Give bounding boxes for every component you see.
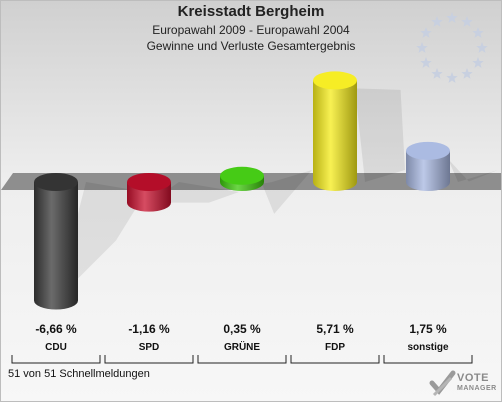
chart-subtitle: Europawahl 2009 - Europawahl 2004 xyxy=(152,23,350,37)
bar-sonstige xyxy=(406,150,450,191)
chart-subtitle-2: Gewinne und Verluste Gesamtergebnis xyxy=(146,39,356,53)
eu-star xyxy=(446,72,458,83)
value-label: 5,71 % xyxy=(316,322,354,336)
category-bracket xyxy=(197,355,287,364)
bar-top-grüne xyxy=(220,166,264,185)
bar-cdu xyxy=(34,182,78,310)
eu-star xyxy=(461,68,473,79)
category-bracket xyxy=(383,355,473,364)
category-label: FDP xyxy=(325,342,345,353)
eu-star xyxy=(416,42,428,53)
logo-text-manager: MANAGER xyxy=(457,385,497,392)
category-bracket xyxy=(290,355,380,364)
value-label: -1,16 % xyxy=(128,322,170,336)
eu-star xyxy=(446,12,458,23)
bar-shadow xyxy=(355,88,405,182)
category-label: sonstige xyxy=(407,342,449,353)
value-label: 1,75 % xyxy=(409,322,447,336)
vote-check-mark-icon xyxy=(429,370,456,397)
category-label: CDU xyxy=(45,342,67,353)
value-label: 0,35 % xyxy=(223,322,261,336)
eu-star xyxy=(476,42,488,53)
category-bracket xyxy=(104,355,194,364)
footer-note: 51 von 51 Schnellmeldungen xyxy=(8,368,150,380)
chart-title: Kreisstadt Bergheim xyxy=(177,3,325,20)
eu-star xyxy=(472,27,484,38)
vote-manager-logo: VOTE MANAGER xyxy=(429,369,501,399)
eu-star xyxy=(420,57,432,68)
category-label: SPD xyxy=(139,342,160,353)
eu-star xyxy=(420,27,432,38)
eu-stars-icon xyxy=(416,12,488,83)
bar-shadow xyxy=(56,182,146,301)
bar-fdp xyxy=(313,80,357,191)
bar-top-fdp xyxy=(313,71,357,90)
logo-text-vote: VOTE xyxy=(457,372,489,384)
eu-star xyxy=(431,68,443,79)
value-label: -6,66 % xyxy=(35,322,77,336)
bar-shadow xyxy=(149,182,239,203)
bar-top-cdu xyxy=(34,173,78,191)
eu-star xyxy=(461,16,473,27)
category-label: GRÜNE xyxy=(224,340,260,353)
bar-top-sonstige xyxy=(406,141,450,160)
eu-star xyxy=(431,16,443,27)
bar-shadow xyxy=(262,170,312,214)
category-bracket xyxy=(11,355,101,364)
bar-top-spd xyxy=(127,173,171,191)
eu-star xyxy=(472,57,484,68)
bar-shadow xyxy=(448,158,498,182)
